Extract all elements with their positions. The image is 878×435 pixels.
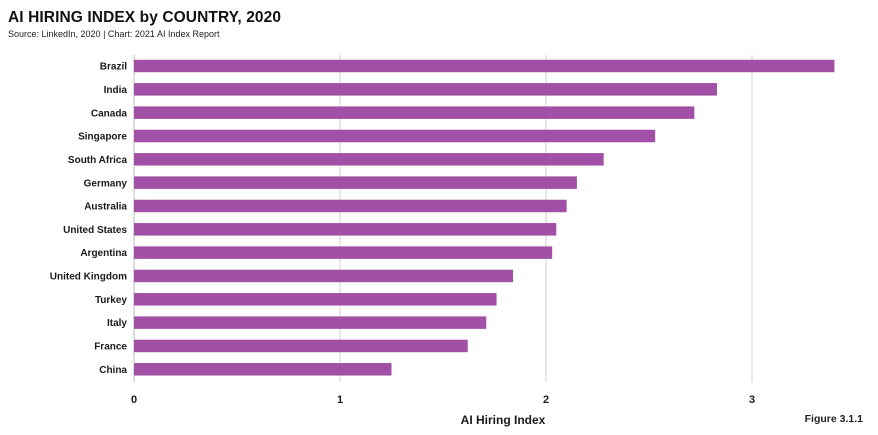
- category-label: Australia: [84, 202, 127, 213]
- category-label: United States: [63, 225, 127, 236]
- x-tick-labels: 0 1 2 3: [131, 394, 755, 406]
- figure-label: Figure 3.1.1: [804, 413, 863, 425]
- category-label: India: [104, 85, 128, 96]
- bar: [134, 199, 567, 213]
- bar: [134, 363, 392, 376]
- category-label: Germany: [84, 178, 128, 189]
- bar: [134, 293, 497, 306]
- bar: [134, 246, 553, 259]
- bar: [134, 83, 717, 96]
- category-label: Turkey: [95, 295, 127, 306]
- x-tick-label: 0: [131, 394, 137, 406]
- chart-title: AI HIRING INDEX by COUNTRY, 2020: [8, 9, 282, 26]
- category-label: China: [99, 365, 127, 376]
- bar: [134, 339, 468, 353]
- category-label: Argentina: [80, 248, 127, 259]
- bar: [134, 129, 656, 143]
- chart-source: Source: LinkedIn, 2020 | Chart: 2021 AI …: [8, 29, 220, 39]
- x-tick-label: 2: [543, 394, 549, 406]
- category-label: France: [94, 342, 127, 353]
- category-label: United Kingdom: [50, 272, 127, 283]
- category-label: South Africa: [68, 155, 128, 166]
- category-labels: Brazil India Canada Singapore South Africa Ge…: [50, 62, 128, 376]
- bar: [134, 59, 835, 73]
- gridlines: [133, 55, 753, 382]
- bar: [134, 316, 487, 329]
- x-tick-label: 3: [749, 394, 755, 406]
- bar: [134, 269, 514, 283]
- x-axis-label: AI Hiring Index: [461, 413, 546, 427]
- category-label: Brazil: [100, 62, 127, 73]
- bars: [134, 59, 835, 376]
- bar: [134, 153, 604, 166]
- x-tick-label: 1: [337, 394, 343, 406]
- bar: [134, 176, 577, 189]
- category-label: Italy: [107, 318, 127, 329]
- category-label: Singapore: [78, 132, 127, 143]
- bar: [134, 223, 557, 236]
- category-label: Canada: [91, 108, 128, 119]
- bar: [134, 106, 695, 119]
